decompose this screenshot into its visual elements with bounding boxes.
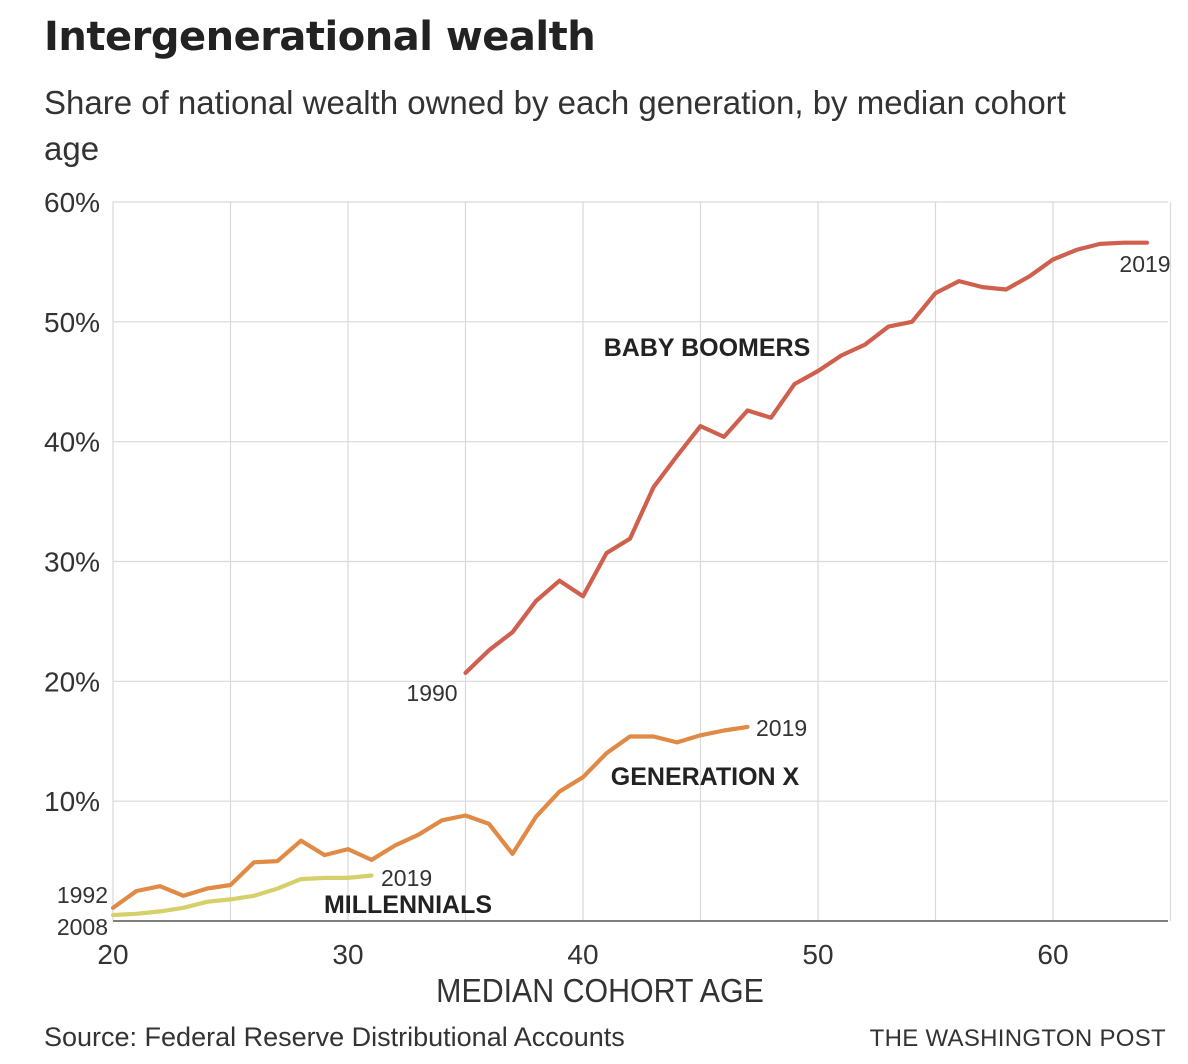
x-tick-label: 60 xyxy=(1037,939,1068,970)
source-note: Source: Federal Reserve Distributional A… xyxy=(44,1022,625,1052)
x-tick-label: 50 xyxy=(802,939,833,970)
y-tick-label: 60% xyxy=(44,187,100,218)
series-lines xyxy=(110,240,1150,918)
x-tick-label: 30 xyxy=(332,939,363,970)
series-end-year-millennials: 2019 xyxy=(381,865,432,891)
series-end-year-baby-boomers: 2019 xyxy=(1119,251,1170,277)
series-start-year-millennials: 2008 xyxy=(57,914,108,940)
x-axis-title: MEDIAN COHORT AGE xyxy=(436,972,764,1009)
grid-lines xyxy=(112,201,1172,922)
y-tick-label: 50% xyxy=(44,307,100,338)
chart-title: Intergenerational wealth xyxy=(44,14,596,60)
y-tick-label: 40% xyxy=(44,427,100,458)
axis-ticks: 10% 20% 30% 40% 50% 60% 20 30 40 50 60 xyxy=(44,187,1069,970)
x-tick-label: 40 xyxy=(567,939,598,970)
series-line-generation-x xyxy=(110,724,750,910)
y-tick-label: 20% xyxy=(44,666,100,697)
y-tick-label: 10% xyxy=(44,786,100,817)
series-labels: BABY BOOMERS 1990 2019 GENERATION X 1992 2019… xyxy=(57,251,1171,940)
series-line-baby-boomers xyxy=(463,240,1150,675)
series-end-year-generation-x: 2019 xyxy=(756,715,807,741)
series-line-millennials xyxy=(110,873,374,918)
series-name-label-baby-boomers: BABY BOOMERS xyxy=(604,334,811,362)
series-start-year-generation-x: 1992 xyxy=(57,882,108,908)
series-name-label-generation-x: GENERATION X xyxy=(611,763,800,791)
chart-subtitle: Share of national wealth owned by each g… xyxy=(44,84,1066,167)
series-start-year-baby-boomers: 1990 xyxy=(406,680,457,706)
x-tick-label: 20 xyxy=(97,939,128,970)
y-tick-label: 30% xyxy=(44,547,100,578)
series-name-label-millennials: MILLENNIALS xyxy=(324,891,492,919)
publisher-credit: THE WASHINGTON POST xyxy=(869,1025,1166,1052)
